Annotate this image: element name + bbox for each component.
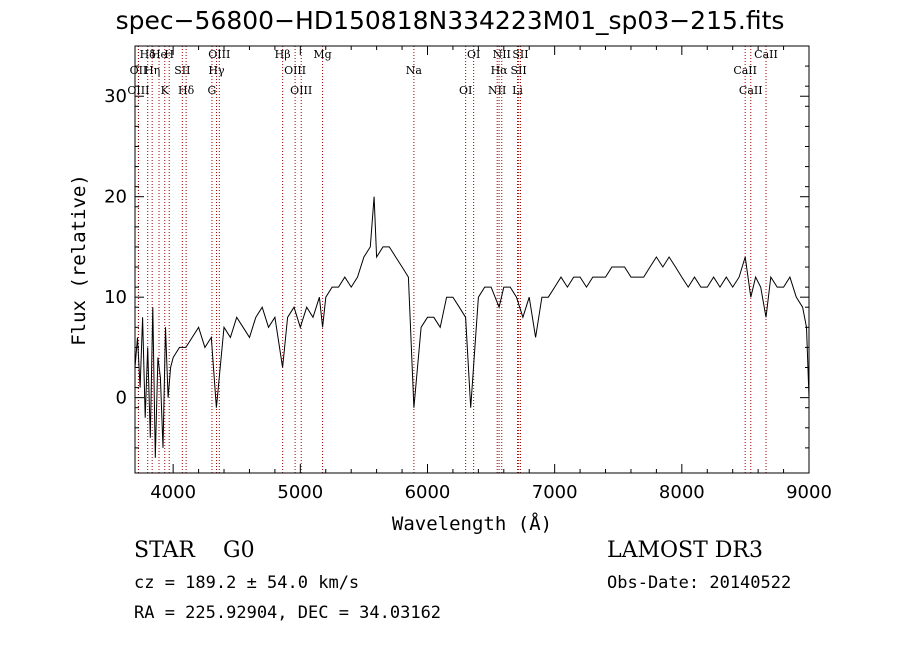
line-marker-label-0: Hδ (140, 48, 157, 61)
line-marker-label-22: SII (511, 64, 527, 77)
line-marker-label-6: H (164, 48, 174, 61)
axis-ticks: 4000 5000 6000 7000 8000 9000 0 10 20 30 (104, 45, 832, 503)
x-tick-label-1: 5000 (277, 482, 323, 503)
object-subclass: G0 (223, 538, 255, 563)
observation-date: Obs-Date: 20140522 (607, 573, 792, 593)
x-tick-label-0: 4000 (150, 482, 196, 503)
y-tick-label-0: 0 (116, 388, 127, 409)
line-marker-label-19: Hα (491, 64, 509, 77)
spectrum-series-line (134, 196, 810, 458)
object-type: STAR (134, 538, 195, 563)
plot-frame (134, 45, 810, 474)
line-marker-label-10: Hγ (208, 64, 225, 77)
line-marker-label-3: He (151, 48, 167, 61)
y-tick-label-3: 30 (104, 86, 127, 107)
line-marker-label-25: CaII (733, 64, 757, 77)
x-tick-label-4: 8000 (659, 482, 705, 503)
y-tick-label-2: 20 (104, 187, 127, 208)
line-marker-label-4: Hη (144, 64, 160, 77)
survey-name: LAMOST DR3 (607, 538, 763, 563)
object-classification: STAR G0 (134, 538, 283, 563)
line-marker-label-7: SII (174, 64, 190, 77)
y-tick-label-1: 10 (104, 287, 127, 308)
line-marker-label-27: CaII (754, 48, 778, 61)
line-marker-label-20: NII (488, 84, 506, 97)
line-marker-label-9: OIII (208, 48, 230, 61)
chart-title: spec−56800−HD150818N334223M01_sp03−215.f… (115, 6, 785, 35)
line-marker-label-26: CaII (739, 84, 763, 97)
line-marker-label-12: Hβ (275, 48, 291, 61)
line-marker-label-2: OIII (127, 84, 149, 97)
line-markers (137, 46, 767, 473)
line-marker-label-18: OI (467, 48, 480, 61)
line-marker-label-16: Na (406, 64, 423, 77)
line-marker-label-15: Mg (313, 48, 331, 61)
line-marker-label-13: OIII (284, 64, 306, 77)
line-marker-label-24: SII (512, 48, 528, 61)
ra-dec-coordinates: RA = 225.92904, DEC = 34.03162 (134, 603, 442, 623)
line-marker-label-11: G (208, 84, 217, 97)
redshift-velocity: cz = 189.2 ± 54.0 km/s (134, 573, 360, 593)
x-axis-label: Wavelength (Å) (392, 512, 552, 535)
y-axis-label: Flux (relative) (68, 174, 90, 346)
x-tick-label-3: 7000 (532, 482, 578, 503)
line-marker-label-14: OIII (290, 84, 312, 97)
line-marker-label-17: OI (459, 84, 472, 97)
line-marker-label-1: OII (130, 64, 148, 77)
line-marker-label-5: K (161, 84, 170, 97)
x-tick-label-5: 9000 (786, 482, 832, 503)
line-marker-label-8: Hδ (178, 84, 195, 97)
x-tick-label-2: 6000 (405, 482, 451, 503)
line-marker-label-23: Li (512, 84, 523, 97)
line-marker-labels: HδOIIOIIIHeHηKHSIIHδOIIIHγGHβOIIIOIIIMgN… (127, 48, 777, 97)
line-marker-label-21: NII (493, 48, 511, 61)
